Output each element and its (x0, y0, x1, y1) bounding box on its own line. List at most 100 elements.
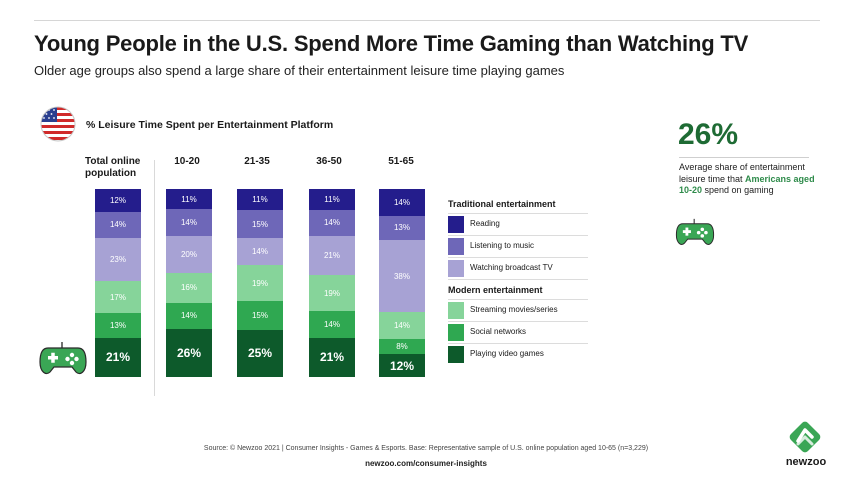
bar-segment: 15% (237, 301, 283, 330)
data-label: 14% (393, 321, 410, 331)
data-label: 21% (105, 350, 131, 365)
data-label: 38% (393, 271, 410, 281)
bar-segment: 21% (309, 236, 355, 276)
bar-segment: 11% (166, 189, 212, 210)
category-label: 10-20 (174, 156, 200, 167)
data-label: 14% (180, 311, 197, 321)
bar-segment: 8% (379, 339, 425, 355)
bar-segment: 20% (166, 235, 212, 273)
data-label: 21% (323, 251, 340, 261)
data-label: 14% (109, 220, 126, 230)
bar-segment: 26% (166, 328, 212, 377)
bar-stack: 21% 14% 19% 21% 14% 11% (309, 189, 355, 377)
legend-label: Reading (470, 219, 500, 228)
bar-stack: 26% 14% 16% 20% 14% 11% (166, 189, 212, 377)
legend-heading: Modern entertainment (448, 285, 543, 295)
data-label: 14% (323, 319, 340, 329)
stat-highlight: Americans aged 10-20 (679, 173, 815, 196)
bar-stack: 25% 15% 19% 14% 15% 11% (237, 189, 283, 377)
category-label: 36-50 (316, 156, 342, 167)
bar-segment: 13% (379, 215, 425, 241)
bar-segment: 14% (309, 209, 355, 236)
bar-segment: 14% (309, 311, 355, 338)
legend-item: Reading (448, 214, 588, 235)
stat-divider (679, 157, 809, 158)
bar-segment: 15% (237, 209, 283, 239)
bar-segment: 14% (379, 312, 425, 340)
data-label: 15% (251, 310, 268, 320)
bar-segment: 19% (309, 275, 355, 312)
data-label: 21% (319, 350, 345, 365)
category-label: 21-35 (244, 156, 270, 167)
data-label: 17% (109, 292, 126, 302)
legend-heading: Traditional entertainment (448, 199, 556, 209)
category-label: Total online population (85, 156, 141, 179)
data-label: 14% (393, 197, 410, 207)
legend-swatch (448, 238, 464, 255)
legend-swatch (448, 302, 464, 319)
data-label: 12% (109, 195, 126, 205)
bar-segment: 12% (379, 354, 425, 377)
legend-divider (448, 299, 588, 300)
chart-title: % Leisure Time Spent per Entertainment P… (86, 119, 334, 131)
bar-segment: 12% (95, 189, 141, 212)
bar-segment: 25% (237, 329, 283, 377)
legend-label: Social networks (470, 327, 527, 336)
legend-swatch (448, 324, 464, 341)
data-label: 19% (323, 288, 340, 298)
legend-swatch (448, 260, 464, 277)
bar-stack: 21% 13% 17% 23% 14% 12% (95, 189, 141, 377)
bar-segment: 19% (237, 264, 283, 302)
data-label: 14% (180, 218, 197, 227)
bar-segment: 11% (309, 189, 355, 210)
legend-swatch (448, 346, 464, 363)
game-controller-icon (39, 342, 87, 375)
legend-item: Social networks (448, 322, 588, 343)
bar-stack: 12% 8% 14% 38% 13% 14% (379, 189, 425, 377)
data-label: 8% (396, 342, 408, 352)
legend-label: Watching broadcast TV (470, 263, 553, 272)
bar-segment: 14% (166, 302, 212, 329)
stat-text: spend on gaming (702, 185, 774, 195)
stat-value: 26% (678, 118, 739, 151)
brand-name: newzoo (785, 456, 827, 468)
legend-divider (448, 343, 588, 344)
bar-segment: 16% (166, 272, 212, 303)
page-subtitle: Older age groups also spend a large shar… (34, 63, 565, 78)
bar-segment: 14% (237, 238, 283, 265)
data-label: 19% (251, 278, 268, 288)
legend-item: Listening to music (448, 236, 588, 257)
legend-divider (448, 235, 588, 236)
data-label: 20% (180, 249, 197, 259)
source-link[interactable]: newzoo.com/consumer-insights (365, 459, 487, 468)
legend-item: Watching broadcast TV (448, 258, 588, 279)
stat-text: Average share of entertainment leisure t… (679, 162, 805, 184)
legend-swatch (448, 216, 464, 233)
data-label: 12% (389, 358, 415, 373)
data-label: 15% (251, 219, 268, 229)
data-label: 14% (323, 218, 340, 228)
legend-divider (448, 213, 588, 214)
bar-segment: 38% (379, 240, 425, 313)
legend-divider (448, 257, 588, 258)
legend-divider (448, 321, 588, 322)
us-flag-icon (40, 106, 76, 142)
bar-segment: 21% (95, 337, 141, 377)
legend-label: Playing video games (470, 349, 544, 358)
data-label: 11% (324, 194, 340, 204)
stat-description: Average share of entertainment leisure t… (679, 162, 819, 197)
data-label: 25% (247, 346, 273, 361)
legend-label: Streaming movies/series (470, 305, 558, 314)
bar-segment: 14% (95, 211, 141, 238)
data-label: 16% (180, 283, 197, 293)
category-label: 51-65 (388, 156, 414, 167)
data-label: 11% (181, 194, 197, 204)
data-label: 23% (109, 255, 126, 264)
game-controller-icon (675, 218, 715, 245)
legend-divider (448, 279, 588, 280)
column-divider (154, 160, 155, 396)
top-divider (34, 20, 820, 21)
bar-segment: 14% (166, 209, 212, 236)
data-label: 11% (252, 194, 268, 204)
bar-segment: 21% (309, 337, 355, 377)
